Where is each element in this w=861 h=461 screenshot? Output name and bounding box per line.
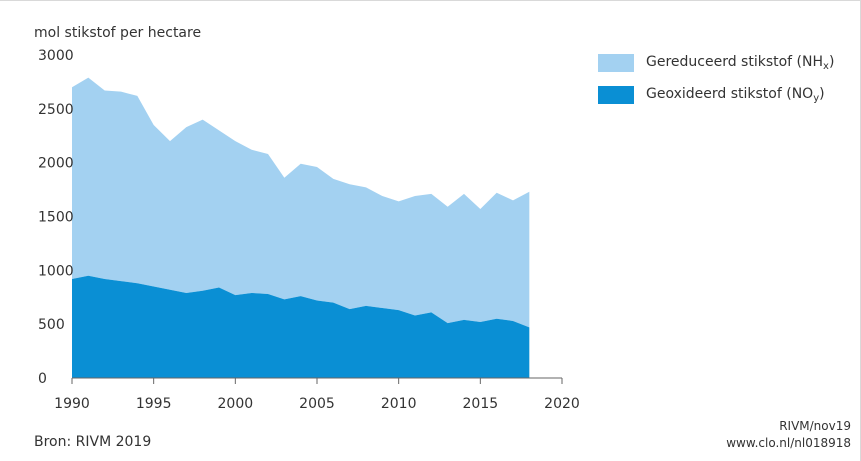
- legend-label-nhx: Gereduceerd stikstof (NHx): [646, 54, 835, 72]
- y-tick-label: 1000: [38, 263, 74, 279]
- x-tick-label: 2005: [299, 396, 335, 412]
- legend: Gereduceerd stikstof (NHx) Geoxideerd st…: [598, 52, 848, 116]
- y-axis-label: mol stikstof per hectare: [34, 25, 202, 41]
- legend-item-nhx: Gereduceerd stikstof (NHx): [598, 52, 848, 74]
- legend-swatch-nhx: [598, 54, 634, 72]
- legend-label-noy: Geoxideerd stikstof (NOy): [646, 86, 825, 104]
- y-tick-label: 1500: [38, 210, 74, 226]
- series-area-noy: [72, 275, 530, 378]
- y-tick-label: 0: [38, 371, 47, 387]
- credit-note: RIVM/nov19 www.clo.nl/nl018918: [726, 418, 851, 452]
- y-tick-label: 3000: [38, 48, 74, 64]
- source-note: Bron: RIVM 2019: [34, 434, 152, 450]
- legend-swatch-noy: [598, 86, 634, 104]
- x-tick-label: 2020: [544, 396, 580, 412]
- x-tick-label: 1995: [136, 396, 172, 412]
- x-tick-label: 1990: [54, 396, 90, 412]
- credit-line-1: RIVM/nov19: [779, 419, 851, 433]
- series-area-nhx: [72, 77, 530, 328]
- x-tick-label: 2015: [463, 396, 499, 412]
- x-tick-label: 2010: [381, 396, 417, 412]
- credit-line-2: www.clo.nl/nl018918: [726, 436, 851, 450]
- y-tick-label: 2000: [38, 156, 74, 172]
- legend-item-noy: Geoxideerd stikstof (NOy): [598, 84, 848, 106]
- x-tick-label: 2000: [218, 396, 254, 412]
- y-tick-label: 2500: [38, 102, 74, 118]
- y-tick-label: 500: [38, 317, 65, 333]
